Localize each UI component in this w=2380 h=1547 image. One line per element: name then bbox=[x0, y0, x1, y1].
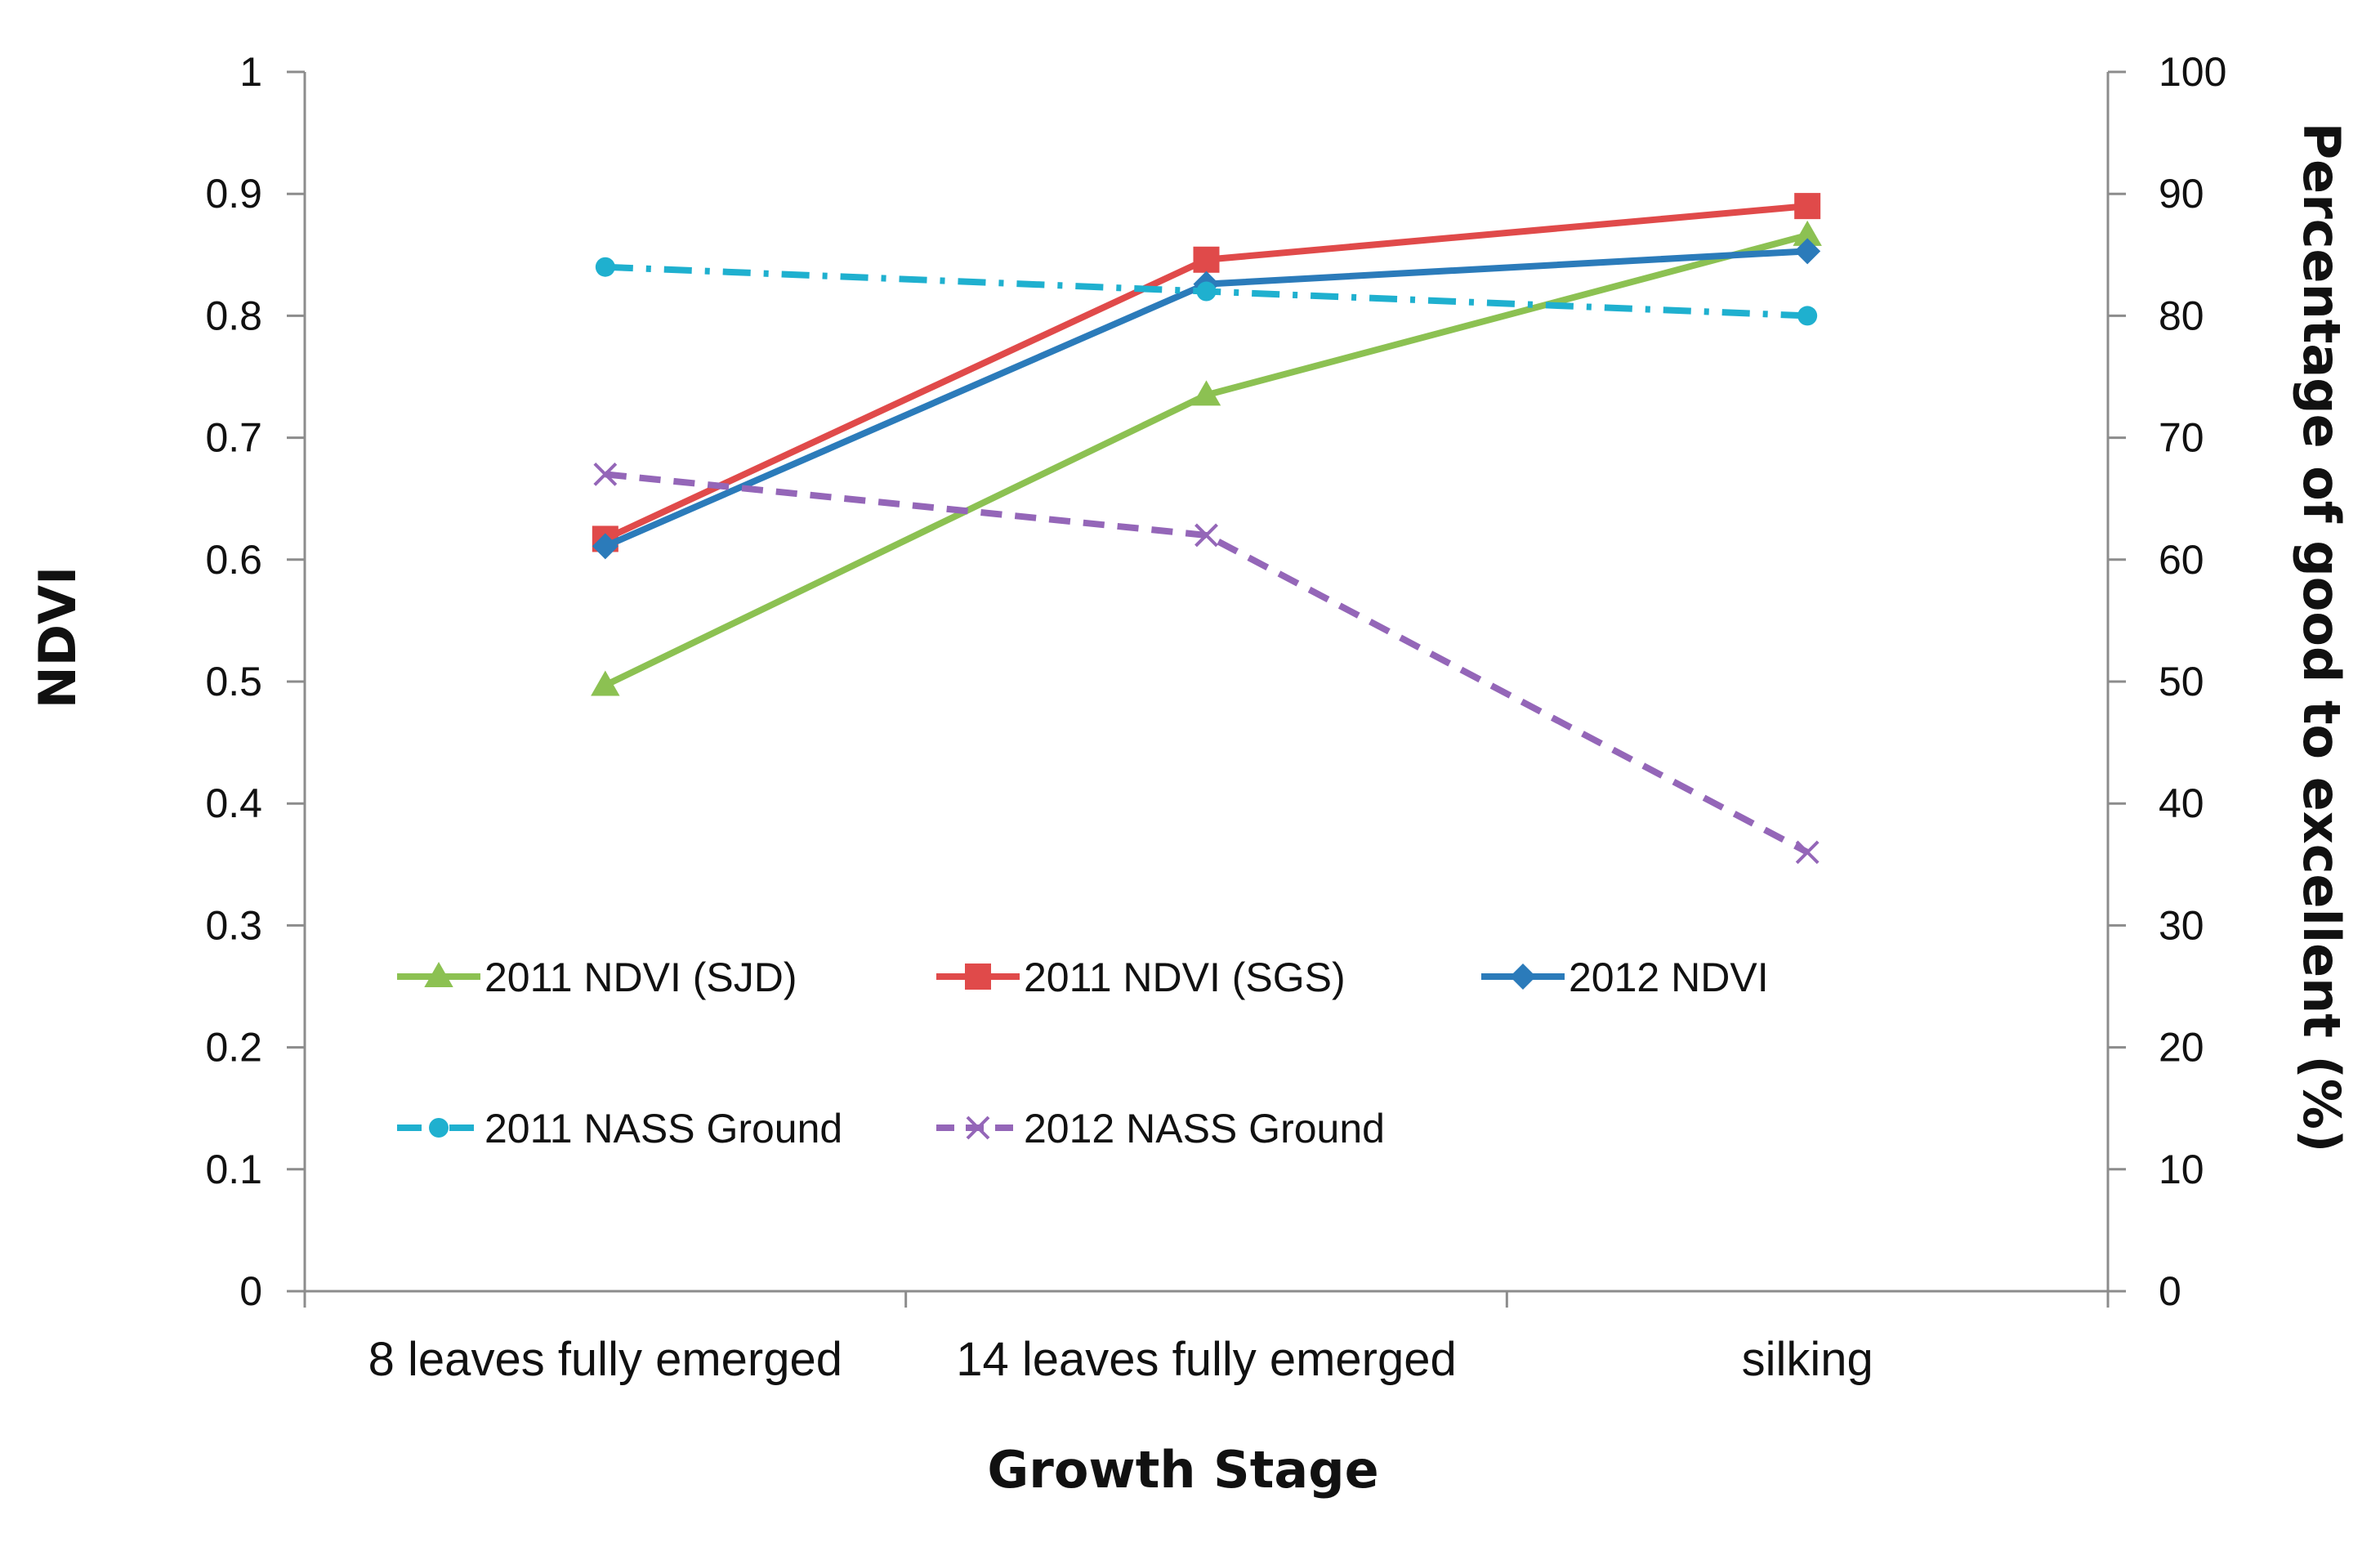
y2-tick-label: 80 bbox=[2159, 293, 2204, 338]
series-0 bbox=[591, 220, 1822, 696]
legend-label: 2011 NDVI (SJD) bbox=[484, 955, 797, 1000]
series-1 bbox=[592, 193, 1821, 552]
legend-item: 2011 NDVI (SJD) bbox=[397, 955, 797, 1000]
legend-swatch-marker bbox=[429, 1118, 449, 1138]
data-point bbox=[1794, 238, 1821, 265]
legend-swatch-marker bbox=[965, 964, 991, 990]
y2-tick-label: 100 bbox=[2159, 49, 2226, 95]
y2-tick-label: 40 bbox=[2159, 780, 2204, 826]
y2-axis-title: Percentage of good to excellent (%) bbox=[2292, 123, 2351, 1153]
legend-item: 2012 NDVI bbox=[1481, 955, 1769, 1000]
series-4 bbox=[593, 462, 1820, 865]
y-tick-label: 0.5 bbox=[205, 659, 262, 704]
data-point bbox=[595, 257, 615, 277]
y2-tick-label: 30 bbox=[2159, 902, 2204, 948]
y2-tick-label: 20 bbox=[2159, 1025, 2204, 1071]
legend-swatch-marker bbox=[1510, 964, 1536, 990]
ticks-layer: 00.10.20.30.40.50.60.70.80.9101020304050… bbox=[205, 49, 2226, 1386]
y2-tick-label: 0 bbox=[2159, 1268, 2181, 1314]
legend-item: 2011 NASS Ground bbox=[397, 1106, 842, 1151]
data-point bbox=[591, 670, 620, 696]
y-tick-label: 0.4 bbox=[205, 780, 262, 826]
y-tick-label: 0.9 bbox=[205, 171, 262, 217]
y2-tick-label: 90 bbox=[2159, 171, 2204, 217]
series-line bbox=[605, 471, 1810, 856]
x-tick-label: silking bbox=[1742, 1333, 1873, 1386]
x-tick-label: 14 leaves fully emerged bbox=[956, 1333, 1457, 1386]
legend-swatch-marker bbox=[966, 1116, 990, 1140]
data-point bbox=[1194, 523, 1218, 548]
y-tick-label: 0.7 bbox=[205, 415, 262, 461]
y-tick-label: 0.8 bbox=[205, 293, 262, 338]
y-tick-label: 0 bbox=[239, 1268, 262, 1314]
y-tick-label: 0.1 bbox=[205, 1147, 262, 1192]
data-point bbox=[1795, 840, 1820, 865]
data-point bbox=[1193, 246, 1220, 273]
data-point bbox=[1196, 281, 1217, 302]
data-point bbox=[592, 533, 618, 560]
data-point bbox=[1191, 380, 1221, 406]
x-tick-label: 8 leaves fully emerged bbox=[368, 1333, 842, 1386]
y-tick-label: 0.2 bbox=[205, 1025, 262, 1071]
legend-swatch-marker bbox=[424, 961, 453, 987]
y-tick-label: 0.6 bbox=[205, 537, 262, 583]
data-point bbox=[593, 462, 618, 486]
legend-item: 2012 NASS Ground bbox=[936, 1106, 1385, 1151]
y2-tick-label: 10 bbox=[2159, 1147, 2204, 1192]
y2-tick-label: 70 bbox=[2159, 415, 2204, 461]
legend-label: 2011 NDVI (SGS) bbox=[1024, 955, 1346, 1000]
data-point bbox=[1794, 193, 1821, 220]
legend-label: 2011 NASS Ground bbox=[484, 1106, 842, 1151]
series-line bbox=[604, 232, 1809, 689]
legend-layer: 2011 NDVI (SJD) 2011 NDVI (SGS) 2012 NDVI 2… bbox=[397, 955, 1769, 1151]
legend-item: 2011 NDVI (SGS) bbox=[936, 955, 1346, 1000]
legend-label: 2012 NASS Ground bbox=[1024, 1106, 1385, 1151]
y2-tick-label: 60 bbox=[2159, 537, 2204, 583]
y2-tick-label: 50 bbox=[2159, 659, 2204, 704]
legend-label: 2012 NDVI bbox=[1569, 955, 1769, 1000]
series-3 bbox=[595, 257, 1818, 326]
y-tick-label: 0.3 bbox=[205, 902, 262, 948]
series-layer bbox=[591, 193, 1822, 865]
x-axis-title: Growth Stage bbox=[987, 1440, 1378, 1500]
y-tick-label: 1 bbox=[239, 49, 262, 95]
data-point bbox=[1797, 306, 1818, 326]
y-axis-title: NDVI bbox=[28, 566, 87, 709]
